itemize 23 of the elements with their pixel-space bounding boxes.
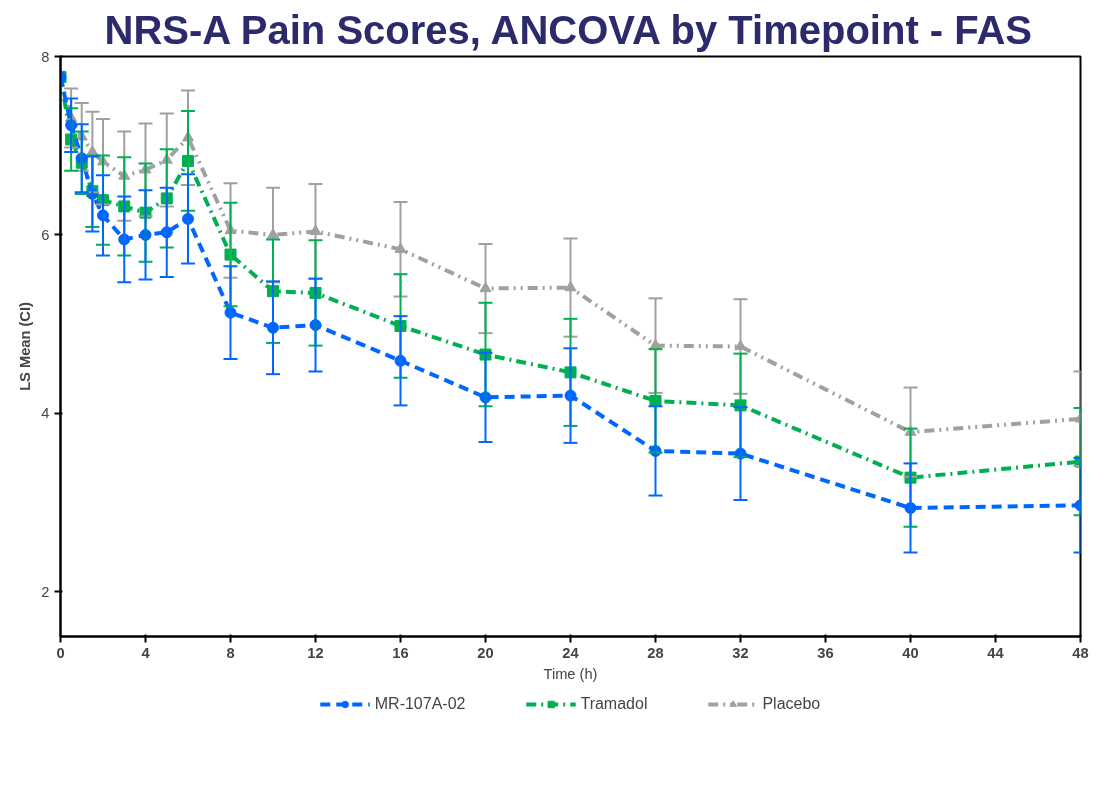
x-tick-label: 20 [477, 644, 494, 661]
x-tick-label: 4 [141, 644, 151, 661]
legend-label: MR-107A-02 [374, 695, 466, 713]
chart-title: NRS-A Pain Scores, ANCOVA by Timepoint - FAS [104, 7, 1033, 52]
y-axis-title: LS Mean (CI) [17, 302, 34, 391]
x-tick-label: 44 [987, 644, 1005, 661]
x-tick-label: 32 [732, 644, 749, 661]
x-tick-label: 48 [1072, 644, 1089, 661]
x-tick-label: 36 [817, 644, 834, 661]
x-tick-label: 28 [647, 644, 664, 661]
x-tick-label: 24 [562, 644, 580, 661]
y-tick-label: 6 [41, 226, 50, 243]
x-tick-label: 40 [902, 644, 919, 661]
x-tick-label: 8 [226, 644, 235, 661]
y-tick-label: 4 [41, 405, 50, 422]
x-tick-label: 12 [307, 644, 324, 661]
legend-label: Tramadol [580, 695, 648, 713]
x-tick-label: 0 [56, 644, 65, 661]
y-tick-label: 2 [41, 583, 50, 600]
y-tick-label: 8 [41, 48, 50, 65]
legend-label: Placebo [762, 695, 821, 713]
x-axis-title: Time (h) [543, 665, 598, 682]
x-tick-label: 16 [392, 644, 409, 661]
